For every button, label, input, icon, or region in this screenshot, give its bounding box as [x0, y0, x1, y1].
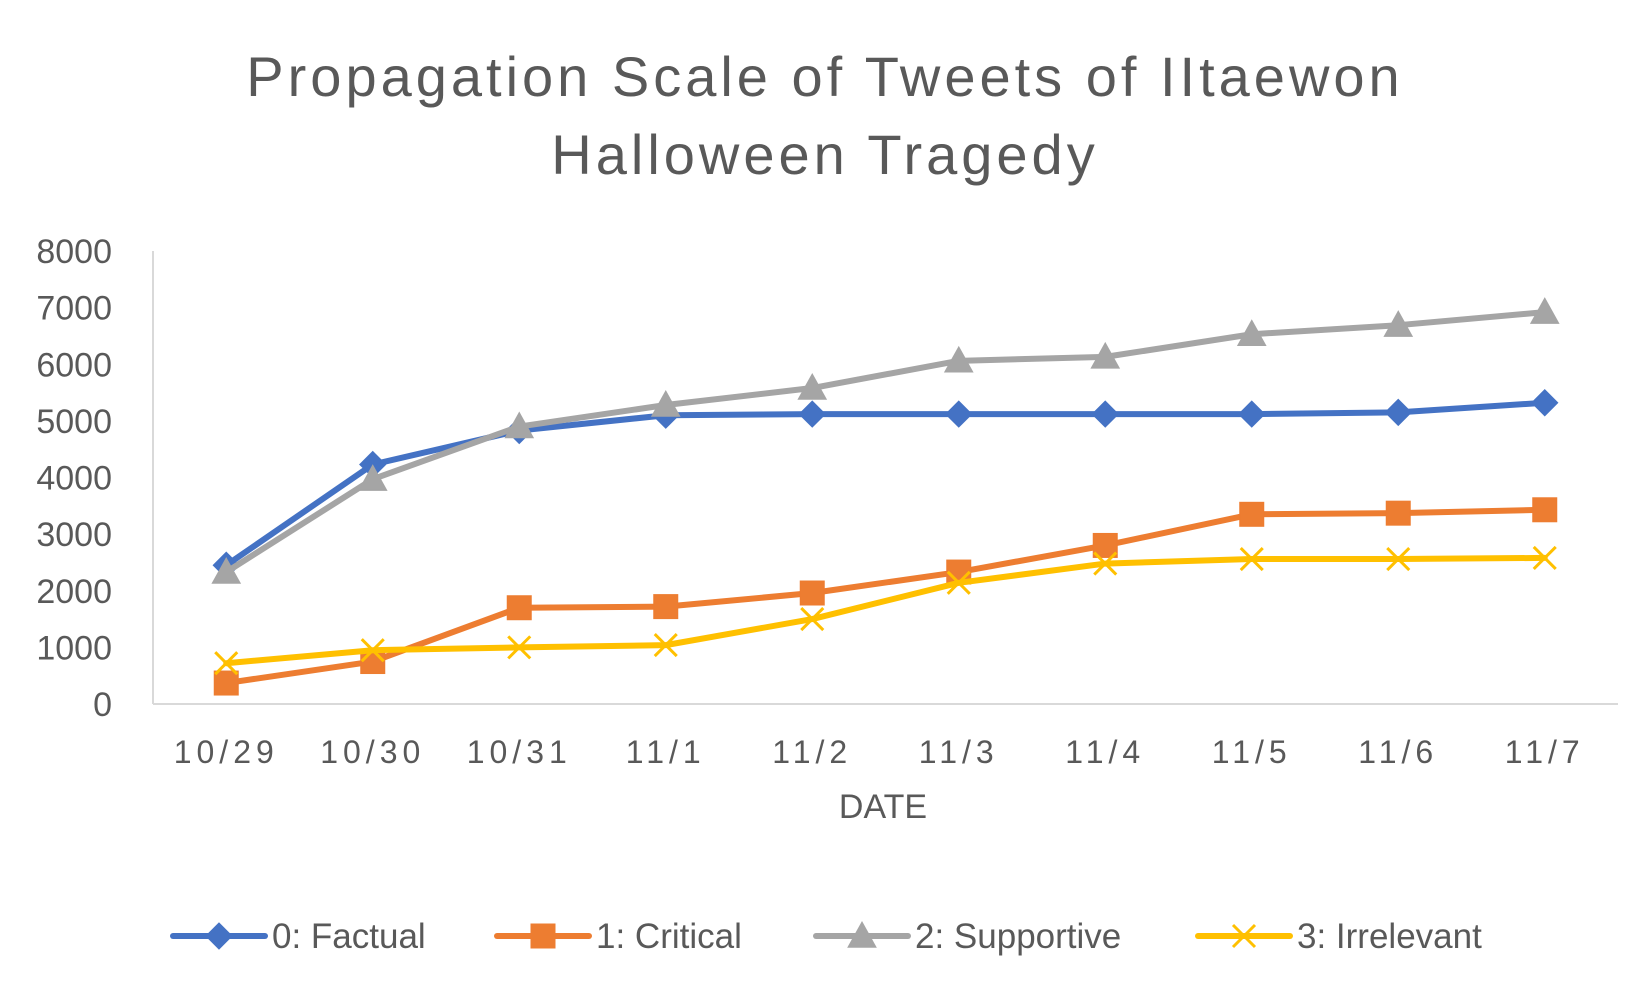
legend-marker — [205, 922, 233, 950]
data-point — [653, 594, 679, 620]
data-point — [650, 389, 681, 417]
data-point — [1384, 398, 1412, 427]
data-point — [946, 570, 971, 595]
data-point — [943, 345, 974, 373]
series-1 — [213, 497, 1558, 696]
x-tick-label: 11/3 — [919, 734, 999, 770]
series-line — [223, 309, 1548, 576]
data-point — [945, 400, 973, 428]
chart-title-line-1: Propagation Scale of Tweets of IItaewon — [246, 45, 1403, 108]
y-tick-label: 4000 — [36, 460, 112, 498]
data-point — [1383, 310, 1414, 337]
x-axis-label: DATE — [839, 788, 927, 826]
x-tick-label: 11/4 — [1065, 734, 1145, 770]
data-point — [214, 651, 239, 676]
legend-item: 0: Factual — [170, 917, 426, 956]
legend-label: 2: Supportive — [915, 917, 1121, 956]
series-line — [223, 554, 1548, 667]
x-tick-label: 11/5 — [1212, 734, 1292, 770]
x-tick-label: 10/30 — [320, 734, 425, 770]
y-tick-label: 3000 — [36, 516, 112, 554]
data-point — [1532, 497, 1558, 523]
legend: 0: Factual 1: Critical 2: Supportive 3: Irr… — [170, 917, 1482, 956]
y-tick-label: 5000 — [36, 403, 112, 441]
x-tick-label: 11/7 — [1505, 734, 1585, 770]
series-line — [223, 399, 1548, 569]
data-point — [653, 633, 678, 658]
data-point — [797, 373, 828, 400]
data-point — [1236, 319, 1267, 346]
x-tick-label: 11/1 — [626, 734, 706, 770]
data-point — [1093, 551, 1118, 576]
legend-item: 3: Irrelevant — [1195, 917, 1482, 956]
legend-label: 0: Factual — [272, 917, 426, 956]
x-axis-tick-labels: 10/29 10/30 10/31 11/1 11/2 11/3 11/4 11/5 11/6 1… — [174, 734, 1585, 770]
x-tick-label: 11/2 — [772, 734, 852, 770]
data-point — [800, 607, 825, 632]
legend-marker — [1231, 923, 1257, 949]
data-point — [1239, 546, 1264, 572]
data-point — [213, 670, 239, 696]
chart-title-line-2: Halloween Tragedy — [551, 123, 1098, 186]
y-tick-label: 8000 — [36, 233, 112, 271]
legend-marker — [847, 920, 877, 948]
x-tick-label: 11/6 — [1358, 734, 1438, 770]
data-point — [357, 464, 388, 491]
y-axis-tick-labels: 0 1000 2000 3000 4000 5000 6000 7000 8000 — [36, 233, 112, 724]
y-tick-label: 2000 — [36, 573, 112, 611]
x-tick-label: 10/31 — [467, 734, 572, 770]
data-point — [1090, 341, 1121, 369]
data-point — [507, 635, 532, 660]
data-point — [1531, 389, 1559, 417]
data-point — [211, 557, 242, 584]
y-tick-label: 7000 — [36, 290, 112, 328]
data-point — [1239, 501, 1265, 527]
y-tick-label: 0 — [93, 686, 112, 724]
data-point — [1532, 545, 1557, 570]
legend-label: 1: Critical — [596, 917, 742, 956]
y-tick-label: 6000 — [36, 346, 112, 384]
series-0 — [212, 389, 1559, 579]
data-point — [1386, 546, 1411, 572]
legend-item: 2: Supportive — [813, 917, 1121, 956]
data-point — [1238, 400, 1266, 428]
series-3 — [214, 545, 1557, 676]
data-point — [798, 400, 826, 428]
data-point — [799, 580, 825, 606]
data-point — [360, 638, 385, 663]
data-point — [1529, 297, 1560, 324]
series-2 — [211, 297, 1560, 584]
series-line — [223, 506, 1548, 687]
data-point — [506, 595, 532, 621]
data-point — [504, 411, 535, 439]
y-tick-label: 1000 — [36, 629, 112, 667]
data-point — [1385, 500, 1411, 526]
x-tick-label: 10/29 — [174, 734, 279, 770]
legend-item: 1: Critical — [494, 917, 742, 956]
data-point — [1091, 400, 1119, 428]
legend-marker — [530, 923, 556, 949]
data-series — [211, 297, 1560, 696]
axes — [152, 251, 1618, 705]
legend-label: 3: Irrelevant — [1297, 917, 1482, 956]
